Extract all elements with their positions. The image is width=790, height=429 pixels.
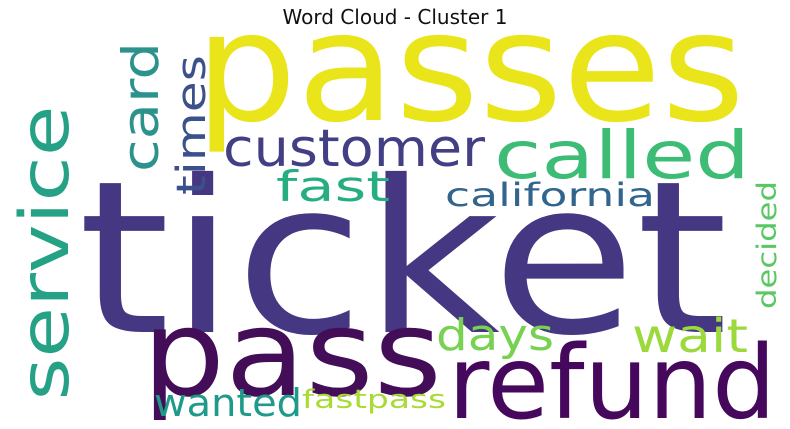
word-days: days xyxy=(436,310,554,361)
word-called: called xyxy=(494,117,750,194)
word-refund: refund xyxy=(448,324,776,429)
word-fast: fast xyxy=(276,162,390,211)
word-pass: pass xyxy=(142,285,442,424)
word-california: california xyxy=(445,176,655,214)
word-wait: wait xyxy=(632,309,748,363)
word-ticket: ticket xyxy=(78,135,728,382)
word-wanted: wanted xyxy=(154,381,302,425)
word-service: service xyxy=(6,106,85,401)
word-decided: decided xyxy=(752,181,783,309)
word-fastpass: fastpass xyxy=(302,385,446,415)
word-passes: passes xyxy=(195,0,745,156)
word-card: card xyxy=(112,42,170,172)
word-times: times xyxy=(169,55,215,195)
plot-title: Word Cloud - Cluster 1 xyxy=(282,5,508,29)
word-customer: customer xyxy=(223,119,486,179)
